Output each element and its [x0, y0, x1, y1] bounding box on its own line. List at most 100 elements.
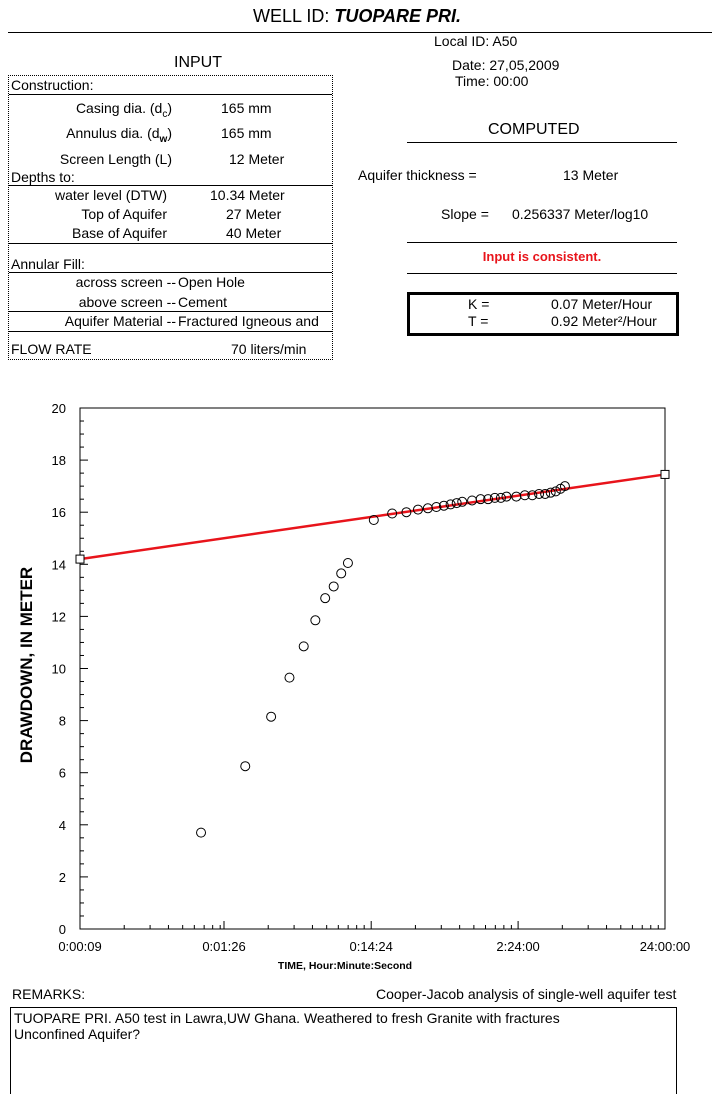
y-tick-label: 0 — [59, 922, 66, 937]
data-point — [483, 494, 494, 505]
data-point — [240, 761, 251, 772]
time-text: Time: 00:00 — [455, 73, 529, 89]
analysis-method: Cooper-Jacob analysis of single-well aqu… — [376, 986, 677, 1002]
data-point — [501, 491, 512, 502]
fit-line-endpoint — [660, 469, 670, 479]
y-tick-label: 8 — [59, 714, 66, 729]
y-tick-label: 2 — [59, 870, 66, 885]
x-axis-title: TIME, Hour:Minute:Second — [278, 960, 412, 972]
data-point — [545, 487, 556, 498]
date-text: Date: 27,05,2009 — [452, 57, 560, 73]
data-point — [298, 641, 309, 652]
flow-rate-row: FLOW RATE 70 liters/min — [9, 340, 332, 359]
dtw-value: 10.34 Meter — [210, 187, 285, 203]
input-title: INPUT — [174, 54, 222, 71]
y-tick-label: 6 — [59, 766, 66, 781]
remarks-line-2: Unconfined Aquifer? — [14, 1026, 141, 1042]
drawdown-chart: 0 2 4 6 8 10 12 14 16 18 20 0:00:09 0:01:26 0:14:24 2:… — [17, 401, 690, 972]
aquifer-material-label: Aquifer Material -- — [64, 313, 176, 329]
x-tick-label: 0:14:24 — [350, 939, 393, 954]
data-point — [540, 488, 551, 499]
data-point — [527, 490, 538, 501]
y-tick-label: 12 — [52, 609, 66, 624]
well-id-label: WELL ID: — [252, 6, 330, 26]
data-point — [475, 494, 486, 505]
data-point — [451, 498, 462, 509]
base-aquifer-label: Base of Aquifer — [72, 225, 167, 241]
data-point — [368, 515, 379, 526]
casing-label: Casing dia. (dc) — [75, 100, 172, 120]
remarks-line-1: TUOPARE PRI. A50 test in Lawra,UW Ghana.… — [14, 1010, 560, 1026]
data-point — [438, 500, 449, 511]
across-screen-label: across screen -- — [75, 274, 176, 290]
top-aquifer-value: 27 Meter — [226, 206, 282, 222]
well-id-title: WELL ID: TUOPARE PRI. — [0, 6, 714, 27]
annulus-row: Annulus dia. (dw) 165 mm — [9, 121, 332, 145]
k-label: K = — [468, 296, 490, 312]
data-point — [495, 492, 506, 503]
flow-rate-label: FLOW RATE — [11, 341, 92, 357]
y-tick-label: 20 — [52, 401, 66, 416]
flow-rate-value: 70 liters/min — [231, 341, 307, 357]
consistency-status: Input is consistent. — [482, 249, 602, 264]
x-tick-label: 0:00:09 — [58, 939, 101, 954]
dtw-label: water level (DTW) — [54, 187, 167, 203]
y-axis-title: DRAWDOWN, IN METER — [17, 567, 36, 763]
y-tick-label: 18 — [52, 453, 66, 468]
fit-line-endpoint — [75, 554, 85, 564]
data-point — [387, 508, 398, 519]
data-point — [310, 615, 321, 626]
base-aquifer-value: 40 Meter — [226, 225, 282, 241]
slope-label: Slope = — [441, 206, 489, 222]
aquifer-thickness-value: 13 Meter — [563, 167, 619, 183]
fit-line — [79, 473, 666, 561]
dtw-row: water level (DTW) 10.34 Meter — [9, 185, 332, 205]
casing-value: 165 mm — [221, 100, 272, 116]
data-point — [266, 711, 277, 722]
data-point — [342, 557, 353, 568]
screen-value: 12 Meter — [229, 151, 285, 167]
t-label: T = — [468, 313, 489, 329]
x-tick-label: 2:24:00 — [496, 939, 539, 954]
above-screen-row: above screen -- Cement — [9, 293, 332, 312]
casing-row: Casing dia. (dc) 165 mm — [9, 96, 332, 120]
data-point — [534, 488, 545, 499]
data-point — [445, 499, 456, 510]
data-point — [559, 481, 570, 492]
local-id: Local ID: A50 — [434, 33, 518, 49]
y-tick-label: 16 — [52, 505, 66, 520]
computed-rule-3 — [407, 273, 677, 274]
construction-label: Construction: — [11, 77, 94, 93]
data-point — [320, 593, 331, 604]
remarks-box: TUOPARE PRI. A50 test in Lawra,UW Ghana.… — [10, 1007, 677, 1094]
annulus-value: 165 mm — [221, 125, 272, 141]
depths-label: Depths to: — [11, 169, 75, 185]
top-aquifer-row: Top of Aquifer 27 Meter — [9, 204, 332, 224]
top-aquifer-label: Top of Aquifer — [81, 206, 167, 222]
y-tick-label: 4 — [59, 818, 66, 833]
data-point — [519, 490, 530, 501]
y-tick-label: 14 — [52, 557, 66, 572]
above-screen-value: Cement — [178, 294, 228, 310]
slope-value: 0.256337 Meter/log10 — [512, 206, 649, 222]
data-point — [467, 495, 478, 506]
screen-row: Screen Length (L) 12 Meter — [9, 147, 332, 171]
data-point — [401, 507, 412, 518]
computed-title: COMPUTED — [488, 121, 580, 138]
input-panel: Construction: Casing dia. (dc) 165 mm An… — [8, 75, 333, 360]
data-point — [431, 501, 442, 512]
screen-label: Screen Length (L) — [59, 151, 172, 167]
header-rule — [8, 32, 712, 33]
data-point — [196, 827, 207, 838]
data-point — [457, 496, 468, 507]
data-point — [550, 486, 561, 497]
above-screen-label: above screen -- — [78, 294, 176, 310]
x-tick-label: 0:01:26 — [202, 939, 245, 954]
computed-rule-2 — [407, 242, 677, 243]
aquifer-material-row: Aquifer Material -- Fractured Igneous an… — [9, 312, 332, 331]
data-point — [284, 672, 295, 683]
well-id-value: TUOPARE PRI. — [334, 6, 462, 26]
base-aquifer-row: Base of Aquifer 40 Meter — [9, 223, 332, 243]
remarks-label: REMARKS: — [12, 986, 86, 1002]
data-point — [328, 581, 339, 592]
